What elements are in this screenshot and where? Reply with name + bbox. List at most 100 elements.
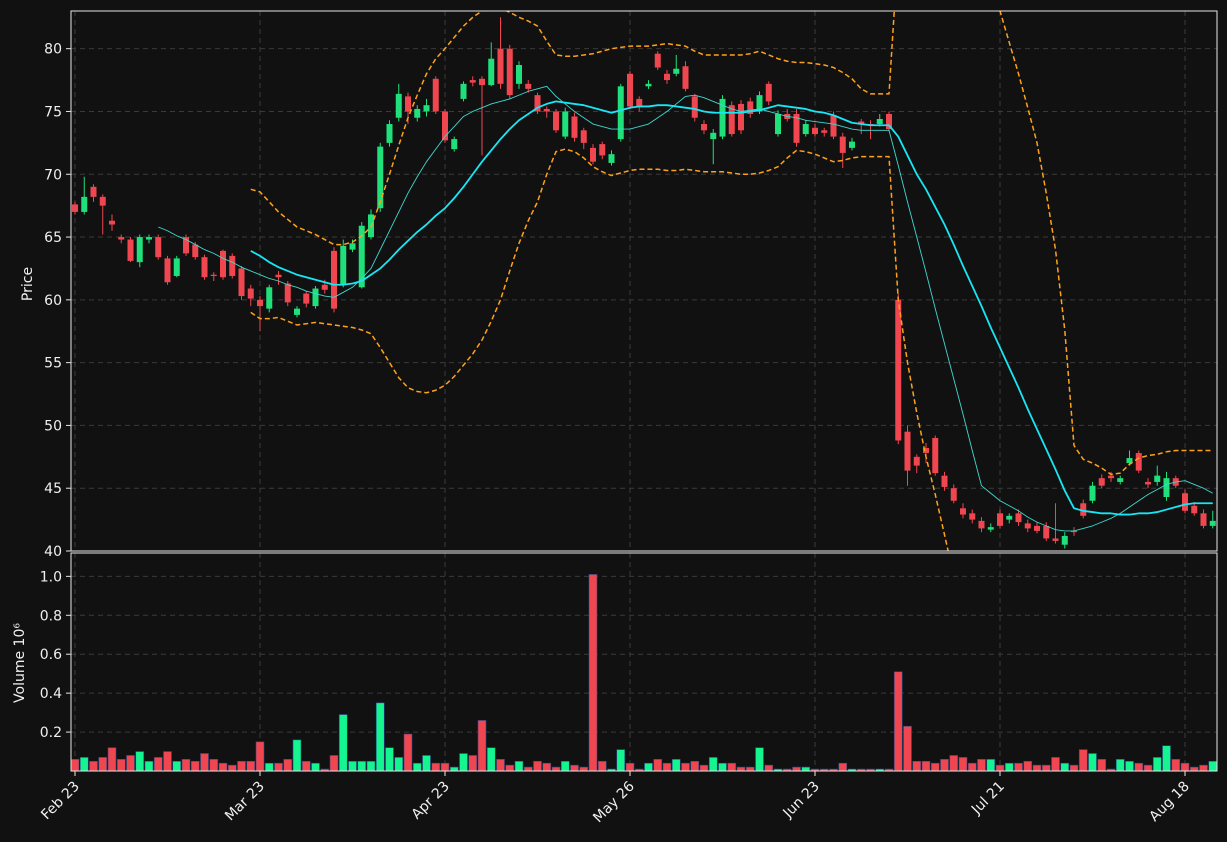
volume-bar [366, 760, 376, 771]
volume-bar [1115, 759, 1125, 771]
candle-body [1154, 475, 1161, 482]
candle-body [303, 293, 310, 304]
volume-bar [1208, 760, 1217, 771]
volume-bar [523, 766, 533, 771]
volume-bar [921, 760, 931, 771]
moving-average-line [250, 100, 1213, 516]
volume-bar [422, 755, 431, 771]
candle-body [136, 237, 143, 263]
candle-body [941, 475, 948, 487]
volume-bar [320, 768, 330, 771]
candle-body [710, 132, 717, 140]
candle-body [506, 48, 513, 96]
volume-bar [773, 768, 783, 771]
y-tick-label: 80 [44, 42, 62, 58]
y-tick-label: 60 [44, 293, 62, 309]
y-tick-label: 0.2 [40, 725, 62, 741]
volume-bar [292, 739, 302, 771]
y-tick-label: 40 [44, 544, 62, 560]
candle-body [442, 111, 448, 141]
volume-bar [200, 753, 209, 771]
candle-body [895, 299, 902, 441]
volume-bar [681, 762, 690, 771]
volume-bar [98, 757, 108, 771]
candle-body [821, 130, 828, 133]
volume-bar [810, 768, 820, 771]
candle-body [617, 86, 624, 140]
candle-body [756, 95, 763, 112]
candle-body [534, 95, 541, 112]
candle-body [349, 243, 356, 250]
y-tick-label: 0.8 [40, 608, 62, 624]
volume-bar [348, 760, 357, 771]
volume-bar [949, 755, 959, 771]
volume-bar [255, 741, 265, 771]
volume-bar [394, 757, 404, 771]
volume-bar [560, 760, 570, 771]
candle-body [247, 288, 254, 299]
y-tick-label: 0.4 [40, 686, 62, 702]
volume-bar [329, 755, 339, 771]
candle-body [978, 520, 985, 529]
volume-bar [126, 755, 135, 771]
candle-body [72, 204, 78, 212]
candle-body [432, 78, 439, 112]
candle-body [1089, 485, 1096, 501]
volume-bar [625, 762, 635, 771]
candle-body [146, 237, 152, 240]
volume-bar [1097, 759, 1107, 771]
volume-bar [385, 747, 394, 771]
volume-bar [172, 760, 182, 771]
candle-body [358, 225, 365, 288]
candle-body [90, 186, 97, 197]
volume-bar [403, 733, 413, 771]
volume-bar [1004, 762, 1014, 771]
candle-body [275, 274, 282, 278]
candle-body [1135, 453, 1142, 471]
candle-body [691, 96, 698, 118]
candle-body [1015, 513, 1022, 523]
candle-body [220, 250, 226, 278]
volume-bar [718, 762, 727, 771]
candle-body [405, 96, 411, 112]
candle-body [164, 258, 171, 283]
candle-body [1052, 538, 1059, 541]
candle-body [488, 58, 495, 86]
volume-bar [958, 757, 968, 771]
y-tick-label: 75 [44, 104, 62, 120]
candle-body [284, 283, 291, 303]
candle-body [701, 124, 707, 131]
volume-bar [634, 768, 644, 771]
volume-bar [107, 747, 117, 771]
volume-bar [477, 720, 487, 771]
volume-bar [1069, 764, 1079, 771]
candle-body [155, 237, 162, 258]
volume-bar [459, 753, 468, 771]
volume-bar [1180, 762, 1190, 771]
volume-bar [542, 762, 552, 771]
price-axis-label: Price [20, 267, 36, 301]
volume-bar [218, 762, 228, 771]
candle-body [423, 105, 430, 112]
candle-body [960, 508, 966, 515]
candle-body [553, 111, 559, 131]
volume-bar [893, 671, 903, 771]
candle-body [321, 284, 328, 290]
candle-body [590, 147, 596, 162]
candle-body [340, 245, 347, 285]
candle-body [858, 121, 865, 125]
volume-bar [699, 764, 709, 771]
volume-bar [745, 766, 755, 771]
candle-body [1145, 481, 1151, 485]
candle-body [1200, 513, 1207, 526]
volume-bar [736, 766, 746, 771]
candle-body [950, 488, 957, 501]
candle-body [1024, 523, 1031, 529]
volume-bar [616, 749, 626, 771]
candle-body [183, 237, 189, 254]
candle-body [294, 308, 300, 315]
candle-body [636, 98, 643, 107]
candle-body [1006, 515, 1013, 520]
